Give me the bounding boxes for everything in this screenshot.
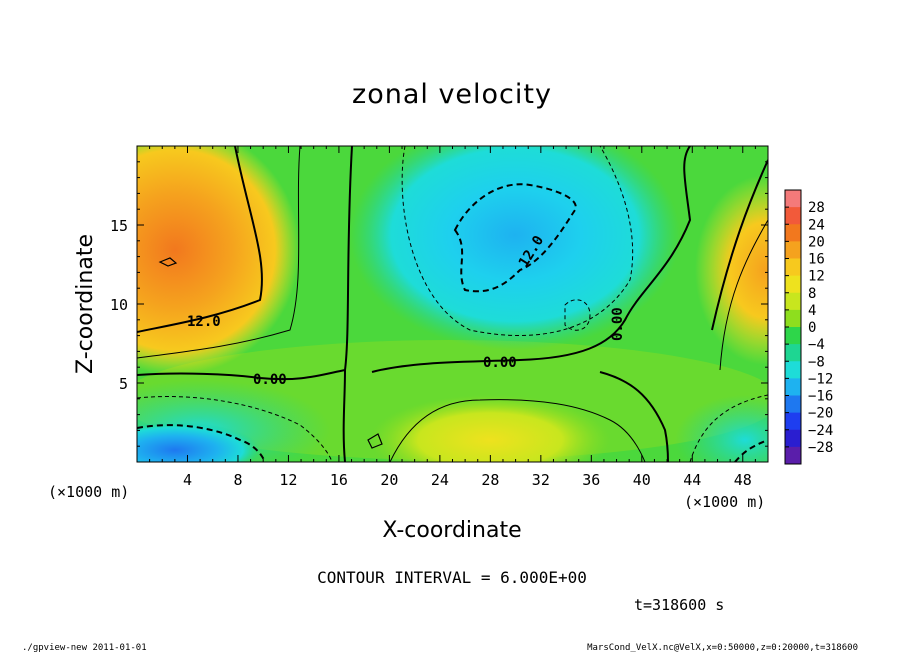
colorbar-label: −8 xyxy=(808,354,825,370)
contour-label: 12.0 xyxy=(187,314,221,330)
x-tick-label: 24 xyxy=(431,471,449,489)
plot-area: 12.0 0.00 0.00 12.0 0.00 xyxy=(137,146,768,462)
colorbar-segment xyxy=(785,207,801,225)
contour-interval: CONTOUR INTERVAL = 6.000E+00 xyxy=(317,568,587,587)
colorbar-segment xyxy=(785,275,801,294)
colorbar-segment xyxy=(785,361,801,379)
contour-line xyxy=(137,396,333,462)
z-tick-label: 10 xyxy=(110,296,128,314)
footer-left: ./gpview-new 2011-01-01 xyxy=(22,643,147,653)
footer-right: MarsCond_VelX.nc@VelX,x=0:50000,z=0:2000… xyxy=(587,643,858,653)
contour-line xyxy=(342,369,346,462)
contour-line xyxy=(689,394,768,462)
colorbar-label: 28 xyxy=(808,200,825,216)
colorbar-segment xyxy=(785,224,801,242)
colorbar-label: −16 xyxy=(808,389,833,405)
colorbar-segment xyxy=(785,344,801,362)
colorbar-segment xyxy=(785,446,801,465)
contour-line xyxy=(158,257,178,267)
contour-line xyxy=(137,146,301,359)
colorbar-label: −4 xyxy=(808,337,825,353)
x-unit-note: (×1000 m) xyxy=(48,483,129,501)
colorbar-segment xyxy=(785,258,801,277)
contour-line xyxy=(401,146,634,336)
colorbar-label: 12 xyxy=(808,269,825,285)
contour-line xyxy=(599,371,669,462)
x-tick-label: 44 xyxy=(683,471,701,489)
colorbar-label: 8 xyxy=(808,286,816,302)
x-tick-label: 20 xyxy=(380,471,398,489)
x-tick-label: 4 xyxy=(183,471,192,489)
z-axis: 5 10 15 xyxy=(110,161,768,447)
colorbar-label: 20 xyxy=(808,234,825,250)
field-orange-right xyxy=(695,175,768,365)
time-label: t=318600 s xyxy=(634,596,724,614)
field-orange-left xyxy=(137,146,300,375)
chart-title: zonal velocity xyxy=(352,79,552,110)
colorbar-label: 16 xyxy=(808,252,825,268)
colorbar-label: −12 xyxy=(808,371,833,387)
x-tick-label: 8 xyxy=(233,471,242,489)
field-blue-left-bottom xyxy=(137,422,260,462)
colorbar-segment xyxy=(785,190,801,208)
x-tick-label: 28 xyxy=(481,471,499,489)
contour-line xyxy=(719,219,768,371)
x-tick-label: 40 xyxy=(633,471,651,489)
colorbar-segment xyxy=(785,412,801,431)
contour-label: 0.00 xyxy=(253,372,287,388)
colorbar-segment xyxy=(785,378,801,396)
colorbar-label: 4 xyxy=(808,303,816,319)
x-axis: 4 8 12 16 20 24 28 32 36 40 44 48 xyxy=(149,146,756,489)
colorbar-label: −24 xyxy=(808,423,833,439)
contour-label: 0.00 xyxy=(610,307,626,341)
x-tick-label: 12 xyxy=(279,471,297,489)
colorbar-segment xyxy=(785,309,801,328)
contour-line xyxy=(389,399,646,462)
contour-label: 0.00 xyxy=(483,355,517,371)
field-teal-right-bottom xyxy=(675,395,768,462)
colorbar-segment xyxy=(785,292,801,311)
colorbar-label: −20 xyxy=(808,406,833,422)
contour-line xyxy=(367,433,383,449)
contour-line xyxy=(371,146,692,373)
contour-line xyxy=(137,146,353,381)
colorbar-label: 0 xyxy=(808,320,816,336)
z-unit-note: (×1000 m) xyxy=(684,493,765,511)
x-tick-label: 16 xyxy=(330,471,348,489)
colorbar-segment xyxy=(785,395,801,414)
contour-line xyxy=(137,146,263,333)
contour-line xyxy=(453,183,577,293)
colorbar-label: −28 xyxy=(808,440,833,456)
z-tick-label: 5 xyxy=(119,375,128,393)
contour-line xyxy=(564,299,591,331)
z-tick-label: 15 xyxy=(110,217,128,235)
colorbar-label: 24 xyxy=(808,217,825,233)
contour-line xyxy=(137,424,266,462)
x-axis-label: X-coordinate xyxy=(382,518,521,543)
contour-line xyxy=(711,159,768,331)
colorbar-segment xyxy=(785,241,801,259)
x-tick-label: 32 xyxy=(532,471,550,489)
x-tick-label: 36 xyxy=(582,471,600,489)
contour-line xyxy=(734,439,768,462)
field-cyan-core xyxy=(350,146,680,350)
field-yellow-bottom xyxy=(370,395,610,462)
colorbar-segment xyxy=(785,327,801,345)
x-tick-label: 48 xyxy=(734,471,752,489)
y-axis-label: Z-coordinate xyxy=(73,234,98,374)
colorbar-segment xyxy=(785,429,801,448)
